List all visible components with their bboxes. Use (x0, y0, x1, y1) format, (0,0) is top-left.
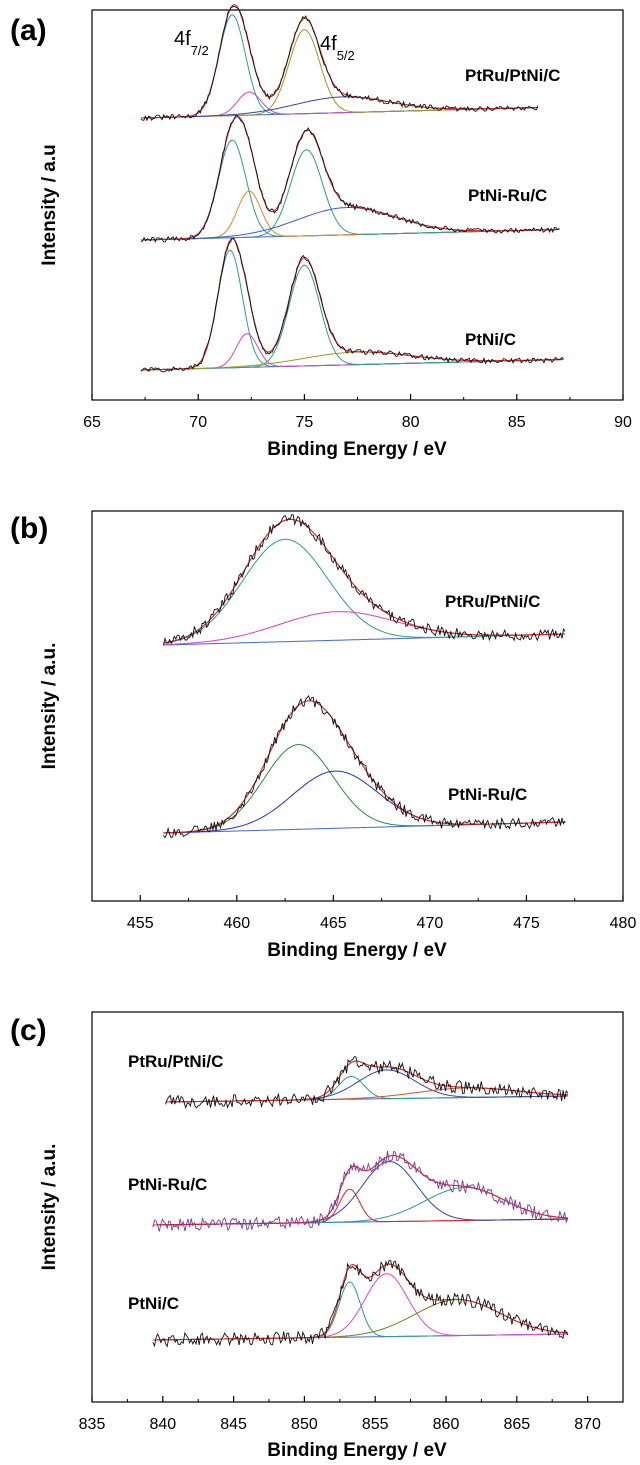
raw-data-line (165, 1056, 569, 1110)
x-tick-label: 470 (417, 915, 444, 932)
panel-label-c: (c) (10, 1014, 47, 1047)
raw-data-line (162, 514, 566, 646)
series-3 (140, 237, 564, 373)
component-peak-2 (165, 1069, 568, 1103)
x-tick-label: 75 (296, 414, 314, 431)
fit-envelope (165, 1060, 568, 1103)
series-1 (162, 514, 566, 646)
series-label-a-ptni-ru: PtNi-Ru/C (468, 186, 547, 205)
fit-envelope (140, 237, 564, 371)
x-tick-label: 460 (223, 915, 250, 932)
panel-label-b: (b) (10, 512, 48, 545)
spectra-b (162, 514, 566, 839)
component-peak-2 (152, 1161, 568, 1226)
series-2 (163, 695, 566, 839)
raw-data-line (140, 114, 560, 243)
annotation-4f72-sub: 7/2 (191, 43, 209, 58)
x-tick-label: 870 (574, 1416, 601, 1433)
series-label-c-ptru-ptni: PtRu/PtNi/C (128, 1052, 223, 1071)
fit-envelope (152, 1263, 568, 1341)
x-tick-label: 65 (83, 414, 101, 431)
annotation-4f52: 4f5/2 (320, 33, 355, 63)
panel-label-a: (a) (10, 14, 47, 47)
panel-a: (a) 65 70 75 80 85 90 Binding Energy / eV Int… (10, 4, 632, 460)
series-2 (152, 1150, 569, 1232)
fit-envelope (163, 518, 566, 644)
x-tick-label: 70 (189, 414, 207, 431)
spectra-c (152, 1056, 569, 1348)
series-label-a-ptru-ptni: PtRu/PtNi/C (465, 66, 560, 85)
x-axis-ticks-b: 455 460 465 470 475 480 (127, 895, 637, 932)
raw-data-line (152, 1260, 569, 1348)
annotation-4f52-main: 4f (320, 33, 337, 55)
x-tick-label: 835 (79, 1416, 106, 1433)
x-tick-label: 860 (433, 1416, 460, 1433)
x-tick-label: 855 (362, 1416, 389, 1433)
x-tick-label: 475 (513, 915, 540, 932)
plot-frame-c (91, 1011, 624, 1403)
plot-frame-b (91, 510, 624, 902)
x-tick-label: 90 (614, 414, 632, 431)
raw-data-line (152, 1150, 569, 1232)
raw-data-line (140, 237, 564, 373)
series-label-a-ptni: PtNi/C (465, 330, 516, 349)
series-1 (165, 1056, 569, 1110)
x-tick-label: 465 (320, 915, 347, 932)
series-label-c-ptni: PtNi/C (128, 1294, 179, 1313)
fit-envelope (140, 116, 560, 241)
x-tick-label: 480 (610, 915, 637, 932)
annotation-4f72-main: 4f (174, 28, 191, 50)
component-peak-3 (152, 1187, 568, 1226)
annotation-4f52-sub: 5/2 (337, 48, 355, 63)
panel-b: (b) 455 460 465 470 475 480 Binding Energy / … (10, 510, 637, 961)
x-tick-label: 80 (402, 414, 420, 431)
series-label-b-ptni-ru: PtNi-Ru/C (448, 785, 527, 804)
panel-c: (c) 835 840 845 850 855 860 865 870 Binding Ene… (10, 1011, 624, 1461)
x-axis-label-c: Binding Energy / eV (267, 1440, 447, 1461)
x-tick-label: 865 (503, 1416, 530, 1433)
component-peak-4 (140, 96, 538, 119)
x-tick-label: 455 (127, 915, 154, 932)
x-axis-label-b: Binding Energy / eV (267, 940, 447, 961)
annotation-4f72: 4f7/2 (174, 28, 209, 58)
x-tick-label: 85 (508, 414, 526, 431)
x-axis-ticks-a: 65 70 75 80 85 90 (83, 394, 632, 431)
component-peak-1 (152, 1281, 568, 1341)
y-axis-label-a: Intensity / a.u (39, 144, 60, 265)
series-label-b-ptru-ptni: PtRu/PtNi/C (445, 592, 540, 611)
y-axis-label-c: Intensity / a.u. (39, 1144, 60, 1271)
fit-envelope (152, 1155, 568, 1226)
raw-data-line (140, 5, 539, 122)
series-label-c-ptni-ru: PtNi-Ru/C (128, 1175, 207, 1194)
raw-data-line (163, 695, 566, 839)
y-axis-label-b: Intensity / a.u. (39, 643, 60, 770)
component-peak-2 (152, 1273, 568, 1341)
series-1 (140, 4, 539, 122)
x-tick-label: 850 (291, 1416, 318, 1433)
spectra-a (140, 4, 564, 373)
x-axis-ticks-c: 835 840 845 850 855 860 865 870 (79, 1396, 601, 1433)
series-2 (140, 114, 560, 243)
x-axis-label-a: Binding Energy / eV (267, 439, 447, 460)
component-peak-2 (140, 91, 538, 119)
x-tick-label: 840 (149, 1416, 176, 1433)
series-3 (152, 1260, 569, 1348)
x-tick-label: 845 (220, 1416, 247, 1433)
